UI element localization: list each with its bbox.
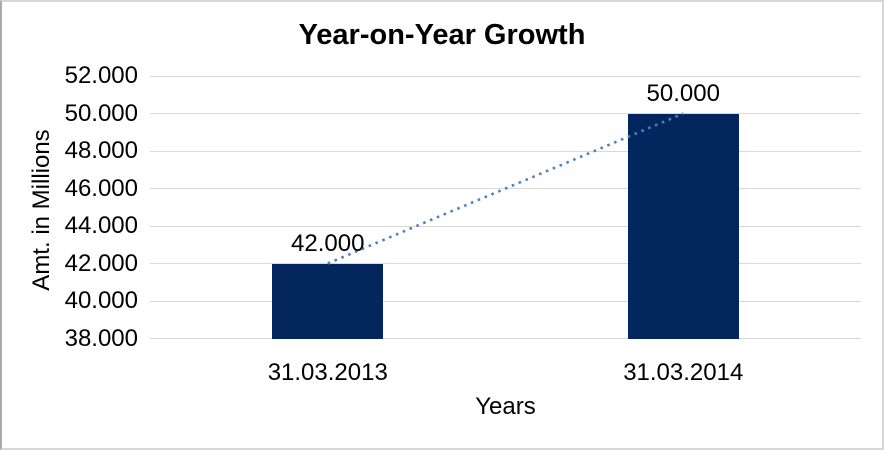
y-tick-label: 46.000 — [64, 174, 138, 202]
plot-area — [150, 75, 861, 339]
y-tick-label: 50.000 — [64, 99, 138, 127]
gridline — [150, 75, 861, 77]
gridline — [150, 263, 861, 264]
y-tick-label: 42.000 — [64, 249, 138, 277]
category-label: 31.03.2013 — [267, 359, 388, 386]
x-axis-title: Years — [475, 393, 536, 420]
bar-31.03.2014 — [627, 113, 739, 339]
y-tick-label: 52.000 — [64, 62, 138, 89]
gridline — [150, 225, 861, 227]
trendline — [327, 112, 684, 265]
chart-title: Year-on-Year Growth — [298, 19, 586, 51]
gridline — [150, 338, 861, 339]
y-tick-label: 48.000 — [64, 137, 138, 164]
bar-data-label: 42.000 — [291, 229, 365, 257]
category-label: 31.03.2014 — [623, 359, 744, 386]
bar-data-label: 50.000 — [646, 79, 720, 107]
gridline — [150, 150, 861, 152]
y-tick-label: 40.000 — [64, 287, 138, 314]
y-tick-label: 38.000 — [64, 324, 138, 352]
y-tick-label: 44.000 — [64, 212, 138, 239]
gridline — [150, 113, 861, 114]
bar-31.03.2013 — [272, 263, 384, 339]
gridline — [150, 300, 861, 302]
